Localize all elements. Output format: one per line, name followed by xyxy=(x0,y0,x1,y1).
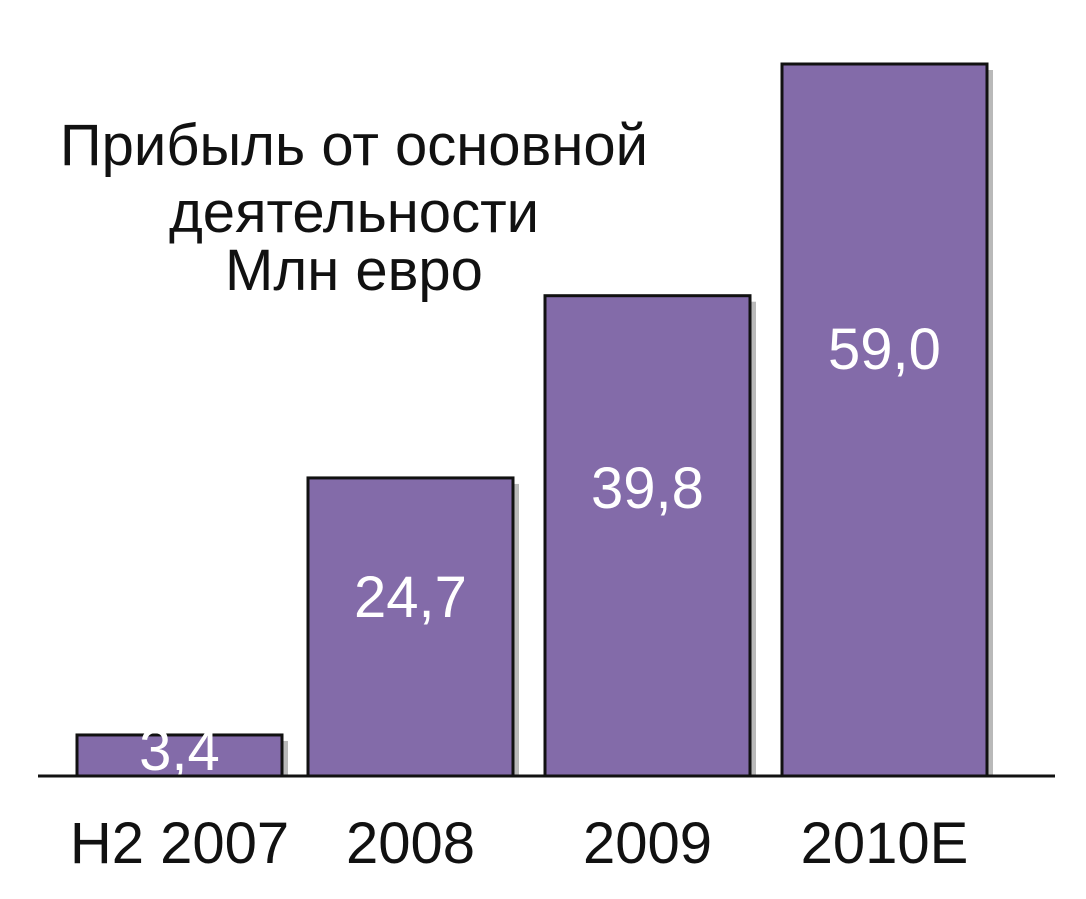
category-label: 2009 xyxy=(583,811,712,876)
chart-title-line-2: деятельности xyxy=(169,180,539,245)
bar xyxy=(543,294,752,778)
category-label: 2008 xyxy=(346,811,475,876)
bar xyxy=(306,476,515,778)
bars xyxy=(75,62,989,778)
category-labels: H2 2007 2008 2009 2010E xyxy=(70,811,969,876)
value-labels: 3,4 24,7 39,8 59,0 xyxy=(139,317,941,783)
chart-title: Прибыль от основной деятельности Млн евр… xyxy=(60,113,648,303)
chart-title-line-1: Прибыль от основной xyxy=(60,113,648,178)
bar-value-label: 59,0 xyxy=(828,317,941,382)
bar-value-label: 3,4 xyxy=(139,718,220,783)
bar xyxy=(780,62,989,778)
category-label: 2010E xyxy=(801,811,969,876)
bar-value-label: 24,7 xyxy=(354,565,467,630)
bar-value-label: 39,8 xyxy=(591,456,704,521)
chart-title-line-3: Млн евро xyxy=(225,238,483,303)
category-label: H2 2007 xyxy=(70,811,289,876)
bar xyxy=(75,733,284,778)
